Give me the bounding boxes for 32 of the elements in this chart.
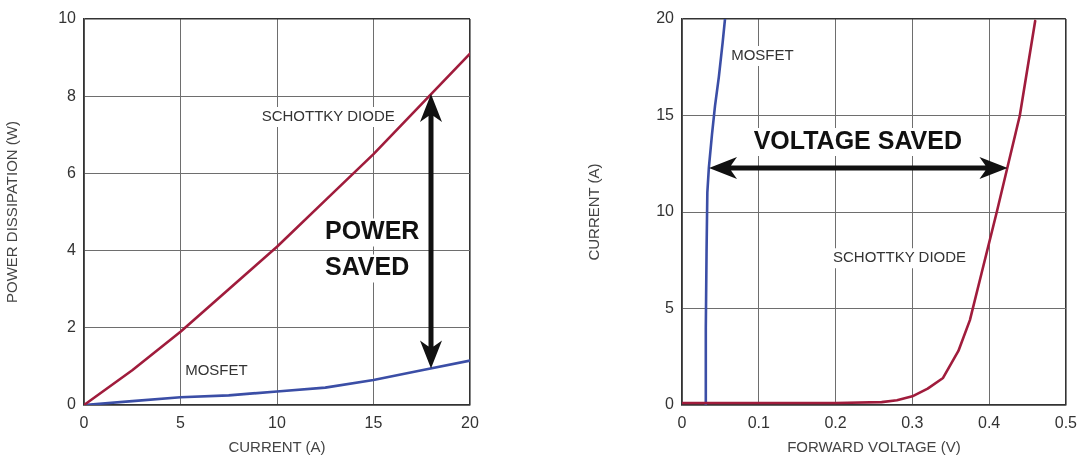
x-axis-title: CURRENT (A) <box>228 438 326 456</box>
x-tick-label: 0 <box>79 414 89 432</box>
series-label: SCHOTTKY DIODE <box>832 248 967 266</box>
y-tick-label: 8 <box>67 86 77 104</box>
x-tick-label: 5 <box>176 414 186 432</box>
y-tick-label: 4 <box>67 241 77 259</box>
y-tick-label: 10 <box>58 9 77 27</box>
annotation: POWER SAVED <box>324 216 420 281</box>
x-tick-label: 15 <box>364 414 383 432</box>
x-tick-label: 0.5 <box>1054 414 1078 432</box>
x-tick-label: 20 <box>461 414 479 432</box>
y-tick-label: 15 <box>656 105 675 123</box>
y-tick-label: 6 <box>67 163 77 181</box>
y-tick-label: 20 <box>656 9 675 27</box>
x-tick-label: 0.4 <box>977 414 1001 432</box>
x-tick-label: 0.2 <box>824 414 847 432</box>
x-tick-label: 0.1 <box>747 414 770 432</box>
x-tick-label: 0.3 <box>901 414 924 432</box>
y-axis-title: POWER DISSIPATION (W) <box>3 121 21 303</box>
x-tick-label: 0 <box>677 414 687 432</box>
x-tick-label: 10 <box>268 414 286 432</box>
series-label: SCHOTTKY DIODE <box>261 107 395 125</box>
x-axis-title: FORWARD VOLTAGE (V) <box>787 438 961 456</box>
series-label: MOSFET <box>731 46 794 64</box>
y-tick-label: 5 <box>665 298 675 316</box>
y-tick-label: 0 <box>67 395 77 413</box>
y-tick-label: 2 <box>67 318 77 336</box>
series-label: MOSFET <box>185 361 248 379</box>
annotation: VOLTAGE SAVED <box>753 125 962 154</box>
y-axis-title: CURRENT (A) <box>585 163 603 261</box>
y-tick-label: 0 <box>665 395 675 413</box>
y-tick-label: 10 <box>656 202 675 220</box>
